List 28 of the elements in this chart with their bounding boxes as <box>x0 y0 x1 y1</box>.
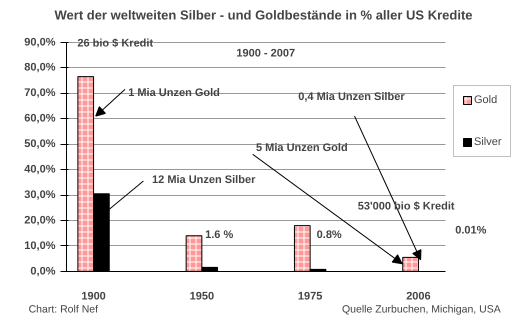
chart-title: Wert der weltweiten Silber - und Goldbestände in % aller US Kredite <box>54 8 473 22</box>
source-note: Quelle Zurbuchen, Michigan, USA <box>342 304 501 316</box>
annotation: 0,4 Mia Unzen Silber <box>298 91 406 104</box>
y-tick-label: 40,0% <box>24 164 56 176</box>
legend-label: Silver <box>474 136 502 148</box>
x-tick-label: 1975 <box>298 290 322 302</box>
y-tick-label: 90,0% <box>24 36 56 48</box>
y-tick-label: 50,0% <box>24 138 56 150</box>
y-tick-label: 80,0% <box>24 62 56 74</box>
y-tick-label: 60,0% <box>24 112 56 125</box>
annotation: 12 Mia Unzen Silber <box>152 174 256 186</box>
text: 0.01% <box>455 224 487 237</box>
annotation: 0.8% <box>316 229 342 242</box>
text: Chart: Rolf Nef <box>28 304 98 316</box>
y-tick-label: 10,0% <box>24 240 56 252</box>
y-tick-label: 0,0% <box>30 265 56 278</box>
annotation: 5 Mia Unzen Gold <box>256 142 348 154</box>
x-tick-label: 1900 <box>81 290 106 302</box>
annotation: 26 bio $ Kredit <box>77 38 154 50</box>
legend-label: Gold <box>474 94 498 106</box>
y-tick-label: 70,0% <box>24 87 56 100</box>
annotation: 1.6 % <box>205 229 234 242</box>
y-tick-label: 30,0% <box>24 189 56 202</box>
y-tick-label: 20,0% <box>24 214 56 227</box>
x-tick-label: 2006 <box>406 290 431 302</box>
annotation: 1900 - 2007 <box>236 48 296 60</box>
annotation: 1 Mia Unzen Gold <box>128 87 220 100</box>
x-tick-label: 1950 <box>190 290 214 302</box>
